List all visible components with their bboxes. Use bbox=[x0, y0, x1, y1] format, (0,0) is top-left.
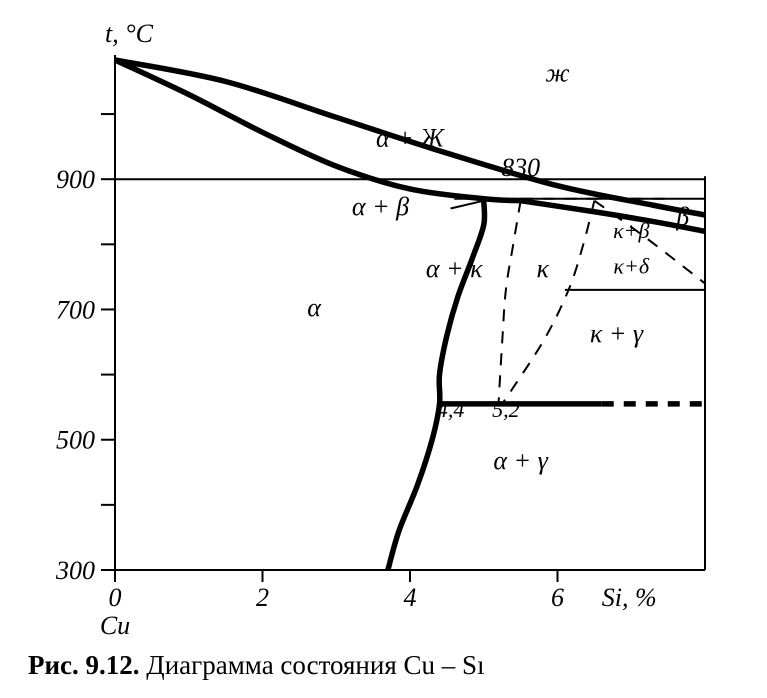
x-tick-label: 4 bbox=[404, 583, 417, 612]
x-tick-label: 6 bbox=[551, 583, 564, 612]
figure-caption: Рис. 9.12. Диаграмма состояния Cu – Sı bbox=[28, 650, 485, 681]
phase-label: α + Ж bbox=[376, 124, 445, 153]
phase-diagram: 300 500 700 900 0 2 4 6 t, °C Si, % Cu ж α + Ж 830 α +… bbox=[0, 0, 767, 640]
phase-label: 4,4 bbox=[437, 397, 465, 422]
curve-kappa_left bbox=[499, 201, 521, 404]
y-axis-title: t, °C bbox=[105, 19, 154, 48]
x-axis-right-label: Si, % bbox=[602, 583, 657, 612]
curve-alpha_beta_connector bbox=[451, 201, 484, 209]
phase-label: 830 bbox=[501, 153, 540, 182]
phase-label: κ+β bbox=[613, 218, 649, 243]
caption-prefix: Рис. 9.12. bbox=[28, 650, 140, 680]
x-tick-label: 2 bbox=[256, 583, 269, 612]
x-tick-label: 0 bbox=[109, 583, 122, 612]
y-tick-label: 700 bbox=[56, 295, 95, 324]
phase-label: α + κ bbox=[426, 254, 483, 283]
phase-label: β bbox=[675, 202, 689, 231]
y-tick-label: 500 bbox=[56, 426, 95, 455]
phase-label: κ bbox=[537, 254, 550, 283]
phase-label: α bbox=[307, 293, 322, 322]
phase-label: ж bbox=[545, 58, 569, 87]
y-tick-label: 900 bbox=[56, 165, 95, 194]
caption-text: Диаграмма состояния Cu – Sı bbox=[146, 650, 484, 680]
x-origin-sublabel: Cu bbox=[100, 611, 130, 640]
phase-label: α + β bbox=[352, 192, 409, 221]
phase-label: α + γ bbox=[493, 446, 548, 475]
phase-label: 5,2 bbox=[492, 397, 520, 422]
phase-label: κ + γ bbox=[590, 319, 644, 348]
y-tick-label: 300 bbox=[55, 556, 95, 585]
phase-label: κ+δ bbox=[613, 254, 649, 279]
